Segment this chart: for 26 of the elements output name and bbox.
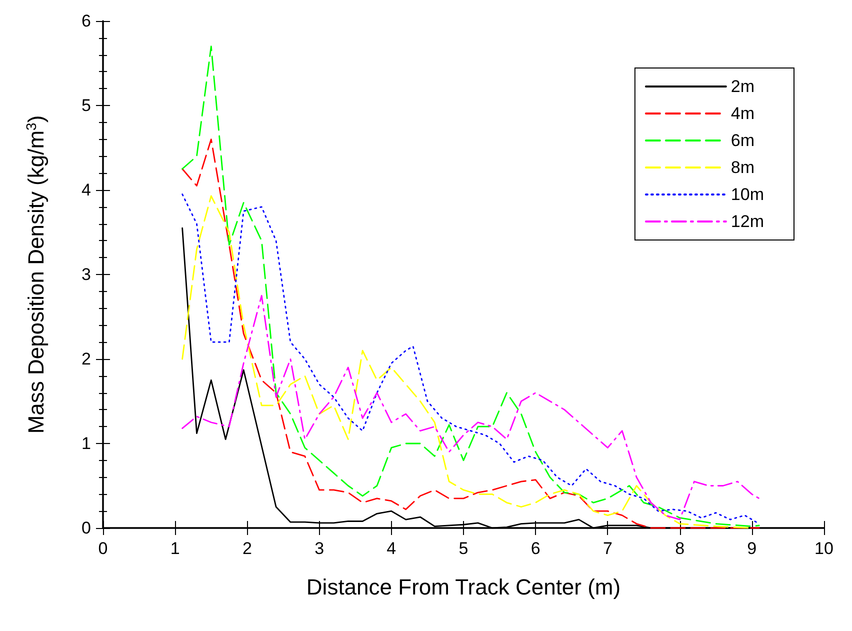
x-tick-label: 7	[602, 539, 612, 558]
legend-label: 8m	[730, 158, 755, 177]
y-tick-label: 3	[82, 265, 91, 284]
x-tick-label: 2	[242, 539, 252, 558]
x-tick-label: 1	[170, 539, 180, 558]
legend-label: 6m	[730, 131, 755, 150]
y-tick-label: 6	[82, 12, 91, 30]
legend-label: 10m	[730, 185, 764, 204]
x-tick-label: 8	[675, 539, 685, 558]
y-tick-label: 1	[82, 434, 91, 453]
y-axis-title: Mass Deposition Density (kg/m3)	[23, 115, 48, 434]
y-tick-label: 5	[82, 96, 91, 115]
y-tick-label: 4	[82, 180, 91, 200]
x-axis-title: Distance From Track Center (m)	[306, 574, 621, 600]
x-tick-label: 9	[747, 539, 757, 558]
x-tick-label: 0	[98, 539, 108, 558]
x-tick-label: 6	[530, 539, 540, 558]
legend-label: 2m	[730, 77, 755, 96]
x-tick-label: 5	[458, 539, 468, 558]
legend-label: 12m	[730, 212, 764, 231]
x-tick-label: 3	[314, 539, 324, 558]
x-tick-label: 4	[386, 539, 396, 558]
x-tick-label: 10	[814, 539, 834, 558]
y-tick-label: 0	[82, 518, 91, 538]
legend-label: 4m	[730, 104, 755, 123]
y-tick-label: 2	[82, 350, 91, 368]
